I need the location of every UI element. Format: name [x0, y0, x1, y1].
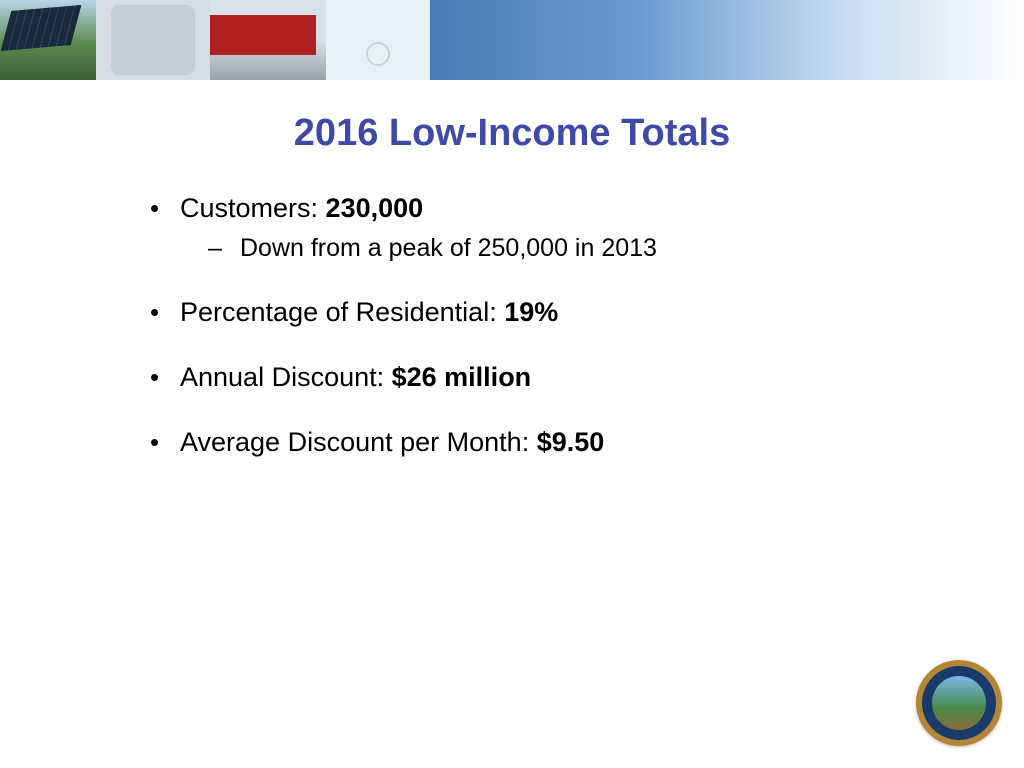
bullet-label: Annual Discount:: [180, 362, 392, 392]
banner-gradient: [430, 0, 1024, 80]
banner-image-train: [210, 0, 326, 80]
bullet-value: 19%: [504, 297, 558, 327]
bullet-value: 230,000: [326, 193, 424, 223]
slide-title: 2016 Low-Income Totals: [0, 112, 1024, 155]
sub-bullet-list: Down from a peak of 250,000 in 2013: [180, 234, 1024, 263]
bullet-annual-discount: Annual Discount: $26 million: [150, 362, 1024, 393]
bullet-customers: Customers: 230,000 Down from a peak of 2…: [150, 193, 1024, 263]
header-banner: [0, 0, 1024, 80]
bullet-avg-discount: Average Discount per Month: $9.50: [150, 427, 1024, 458]
cpuc-seal-icon: [916, 660, 1002, 746]
banner-image-solar: [0, 0, 96, 80]
bullet-label: Average Discount per Month:: [180, 427, 537, 457]
banner-image-water: [326, 0, 430, 80]
bullet-label: Percentage of Residential:: [180, 297, 504, 327]
bullet-percentage: Percentage of Residential: 19%: [150, 297, 1024, 328]
banner-image-phone: [96, 0, 210, 80]
bullet-value: $26 million: [392, 362, 532, 392]
bullet-value: $9.50: [537, 427, 605, 457]
bullet-label: Customers:: [180, 193, 326, 223]
slide-content: Customers: 230,000 Down from a peak of 2…: [150, 193, 1024, 458]
sub-bullet-peak: Down from a peak of 250,000 in 2013: [180, 234, 1024, 263]
bullet-list: Customers: 230,000 Down from a peak of 2…: [150, 193, 1024, 458]
